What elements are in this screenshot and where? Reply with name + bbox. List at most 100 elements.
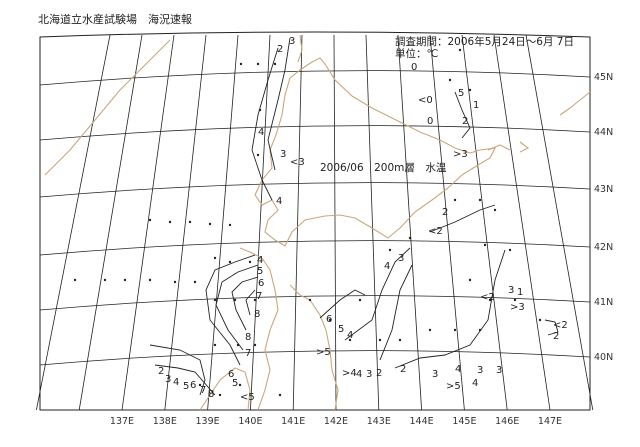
station-dot <box>148 218 152 222</box>
contour-label: 2 <box>553 331 559 342</box>
contour-label: 4 <box>472 378 478 389</box>
station-dot <box>408 236 412 240</box>
longitude-label: 147E <box>538 416 562 427</box>
contour-label: 1 <box>517 287 523 298</box>
station-dot <box>453 328 457 332</box>
station-dot <box>448 78 452 82</box>
meridian-line <box>250 34 271 411</box>
parallel-line <box>39 350 591 366</box>
station-dot <box>188 220 192 224</box>
meridian-line <box>121 34 175 411</box>
contour-label: 6 <box>258 278 264 289</box>
station-dot <box>123 278 127 282</box>
contour-label: 7 <box>245 348 251 359</box>
map-frame <box>39 31 591 411</box>
contour-label: 2 <box>376 368 382 379</box>
contour-label: 3 <box>165 374 171 385</box>
contour-label: 0 <box>411 62 417 73</box>
contour-label: 4 <box>347 330 353 341</box>
lat-lon-grid <box>36 31 594 411</box>
contour-label: 2 <box>158 366 164 377</box>
contour-label: 3 <box>508 285 514 296</box>
station-dot <box>358 298 362 302</box>
longitude-label: 139E <box>196 416 220 427</box>
contour-label: <2 <box>553 320 568 331</box>
station-dot <box>428 328 432 332</box>
station-dot <box>488 298 492 302</box>
map-caption: 2006/06 200m層 水温 <box>320 162 447 174</box>
meridian-line <box>365 34 380 411</box>
parallel-line <box>39 182 591 198</box>
station-dot <box>213 256 217 260</box>
contour-label: 4 <box>356 369 362 380</box>
station-dot <box>468 278 472 282</box>
contour-label: 4 <box>276 196 282 207</box>
contour-label: 3 <box>280 149 286 160</box>
contour-label: <0 <box>418 95 433 106</box>
station-dot <box>238 383 242 387</box>
contour-label: 7 <box>256 291 262 302</box>
station-dot <box>168 220 172 224</box>
meridian-line <box>333 34 337 411</box>
station-dot <box>478 198 482 202</box>
longitude-label: 138E <box>153 416 177 427</box>
station-dot <box>328 318 332 322</box>
contour-label: 4 <box>455 364 461 375</box>
contour-label: 6 <box>190 380 196 391</box>
contour-label: 5 <box>458 88 464 99</box>
station-dot <box>513 298 517 302</box>
contour-label: 8 <box>254 309 260 320</box>
station-dot <box>73 278 77 282</box>
longitude-label: 146E <box>495 416 519 427</box>
meridian-line <box>292 34 303 411</box>
station-dot <box>508 248 512 252</box>
contour-label: 2 <box>400 364 406 375</box>
contour-label: 8 <box>245 332 251 343</box>
coastline <box>44 34 591 411</box>
meridian-line <box>78 34 143 411</box>
station-dot <box>458 48 462 52</box>
meridian-line <box>525 34 594 411</box>
station-dot <box>253 343 257 347</box>
station-dot <box>468 88 472 92</box>
station-dot <box>236 343 240 347</box>
contour-label: 3 <box>289 36 295 47</box>
station-dot <box>453 198 457 202</box>
station-dot <box>308 298 312 302</box>
contour-label: >3 <box>510 302 525 313</box>
latitude-label: 44N <box>594 127 613 138</box>
contour-label: 3 <box>432 369 438 380</box>
contour-label: <2 <box>428 226 443 237</box>
station-dot <box>258 108 262 112</box>
parallel-line <box>39 125 591 141</box>
meridian-line <box>461 34 508 411</box>
station-dot <box>148 278 152 282</box>
contour-label: >4 <box>342 368 357 379</box>
contour-label: >3 <box>453 149 468 160</box>
parallel-line <box>39 240 591 256</box>
station-dot <box>239 62 243 66</box>
contour-label: 2 <box>462 116 468 127</box>
contour-label: 7 <box>200 385 206 396</box>
unit-text: 単位：℃ <box>395 48 439 60</box>
contour-label: 0 <box>427 116 433 127</box>
contour-label: 5 <box>257 266 263 277</box>
contour-label: 5 <box>338 324 344 335</box>
station-dot <box>256 153 260 157</box>
sakhalin-coast <box>44 34 303 176</box>
station-dot <box>273 62 277 66</box>
contour-label: 2 <box>442 207 448 218</box>
contour-label: >5 <box>446 381 461 392</box>
contour-label: 4 <box>257 255 263 266</box>
station-dot <box>173 280 177 284</box>
contour-label: 1 <box>473 100 479 111</box>
station-dot <box>478 328 482 332</box>
station-dot <box>228 223 232 227</box>
map-title: 北海道立水産試験場 海況速報 <box>38 13 192 26</box>
latitude-label: 41N <box>594 297 613 308</box>
meridian-line <box>493 34 551 411</box>
contour-label: >5 <box>316 347 331 358</box>
parallel-line <box>39 70 591 86</box>
contour-label: 5 <box>183 381 189 392</box>
